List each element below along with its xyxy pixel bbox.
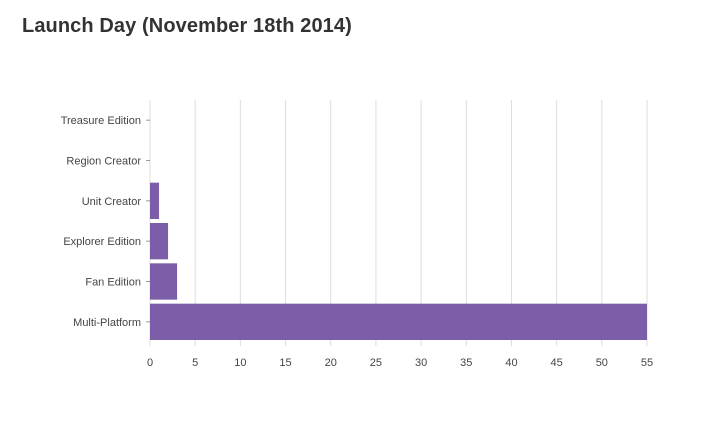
bars xyxy=(150,182,647,340)
category-label: Unit Creator xyxy=(82,196,142,208)
bar[interactable] xyxy=(150,303,647,340)
x-tick-label: 30 xyxy=(415,357,427,369)
bar[interactable] xyxy=(150,223,169,260)
x-tick-label: 40 xyxy=(505,357,517,369)
category-labels: Treasure Edition Region Creator Unit Creat… xyxy=(61,115,150,329)
x-tick-label: 15 xyxy=(279,357,291,369)
x-tick-label: 20 xyxy=(325,357,337,369)
category-label: Treasure Edition xyxy=(61,115,141,127)
x-tick-label: 10 xyxy=(234,357,246,369)
bar[interactable] xyxy=(150,182,160,219)
category-label: Region Creator xyxy=(66,156,141,168)
x-tick-label: 55 xyxy=(641,357,653,369)
x-axis-ticks: 0 5 10 15 20 25 30 35 40 45 50 55 xyxy=(147,357,653,369)
chart-title: Launch Day (November 18th 2014) xyxy=(22,15,352,37)
x-tick-label: 5 xyxy=(192,357,198,369)
category-label: Multi-Platform xyxy=(73,317,141,329)
x-tick-label: 35 xyxy=(460,357,472,369)
x-tick-label: 50 xyxy=(596,357,608,369)
category-label: Fan Edition xyxy=(85,277,141,289)
x-tick-label: 25 xyxy=(370,357,382,369)
x-tick-label: 45 xyxy=(551,357,563,369)
bar[interactable] xyxy=(150,263,178,300)
x-tick-label: 0 xyxy=(147,357,153,369)
category-label: Explorer Edition xyxy=(63,236,141,248)
